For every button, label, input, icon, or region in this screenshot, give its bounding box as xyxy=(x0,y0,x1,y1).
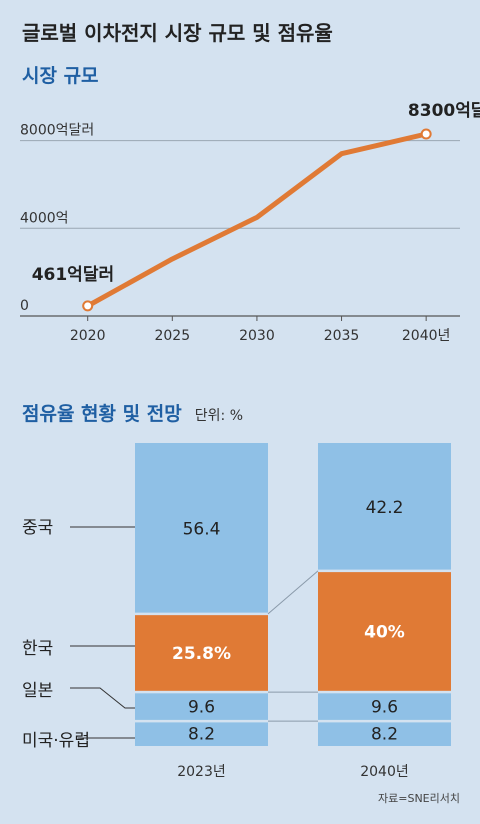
start-value-label: 461억달러 xyxy=(32,264,114,285)
segment-value-label: 8.2 xyxy=(188,725,215,745)
y-tick-label: 8000억달러 xyxy=(20,123,94,139)
x-tick-label: 2025 xyxy=(154,328,190,344)
bar-segment-japan xyxy=(135,693,268,720)
market-size-line xyxy=(85,131,429,309)
segment-value-label: 9.6 xyxy=(188,698,215,718)
legend-label-japan: 일본 xyxy=(22,681,53,701)
y-tick-label: 4000억 xyxy=(20,210,69,226)
bar-segment-china xyxy=(318,443,451,570)
leader-line xyxy=(70,687,135,709)
stacked-bar-chart: 8.2 9.6 25.8% 56.4 8.2 9.6 40% 42.2 미국·유럽 일본 한국 중국 2… xyxy=(22,443,451,780)
line-chart-title: 시장 규모 xyxy=(22,65,99,87)
x-tick-label: 2020 xyxy=(70,328,106,344)
bar-segment-usa-eu xyxy=(318,722,451,746)
bar-segment-usa-eu xyxy=(135,722,268,746)
category-label: 2023년 xyxy=(177,764,226,780)
bar-segment-china xyxy=(135,443,268,613)
segment-connector xyxy=(267,570,319,615)
data-point-marker xyxy=(420,128,432,140)
x-tick-label: 2040년 xyxy=(402,328,451,344)
bar-chart-unit: 단위: % xyxy=(195,408,243,424)
bar-chart-title: 점유율 현황 및 전망 xyxy=(22,402,182,425)
y-tick-label: 0 xyxy=(20,298,29,314)
segment-value-label: 40% xyxy=(364,622,405,642)
bar-segment-korea xyxy=(135,615,268,691)
x-tick-label: 2035 xyxy=(324,328,360,344)
segment-value-label: 42.2 xyxy=(366,498,404,518)
source-credit: 자료=SNE리서치 xyxy=(378,792,460,805)
x-tick-label: 2030 xyxy=(239,328,275,344)
line-chart: 0 4000억 8000억달러 2020 2025 2030 2035 2040년 461억달러… xyxy=(20,100,480,344)
segment-value-label: 9.6 xyxy=(371,698,398,718)
segment-value-label: 25.8% xyxy=(172,644,231,664)
end-value-label: 8300억달러 xyxy=(408,100,480,121)
category-label: 2040년 xyxy=(360,764,409,780)
bar-chart-heading: 점유율 현황 및 전망 단위: % xyxy=(22,402,243,425)
legend-label-usa-eu: 미국·유럽 xyxy=(22,731,90,751)
legend-label-china: 중국 xyxy=(22,518,53,538)
bar-segment-korea xyxy=(318,572,451,691)
data-point-marker xyxy=(82,300,94,312)
legend-label-korea: 한국 xyxy=(22,639,53,659)
segment-value-label: 56.4 xyxy=(183,519,221,539)
bar-segment-japan xyxy=(318,693,451,720)
segment-value-label: 8.2 xyxy=(371,725,398,745)
main-title: 글로벌 이차전지 시장 규모 및 점유율 xyxy=(22,21,333,45)
